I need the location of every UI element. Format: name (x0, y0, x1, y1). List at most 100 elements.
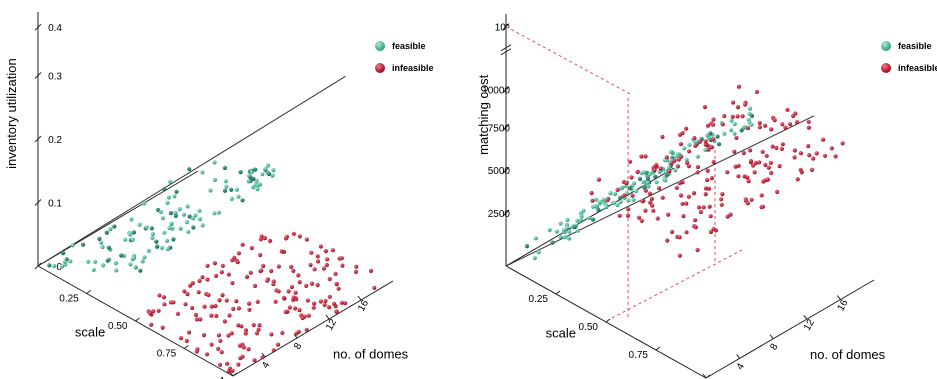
data-point-infeasible (691, 191, 697, 196)
data-point-infeasible (324, 262, 329, 268)
data-point-feasible (561, 228, 567, 233)
data-point-feasible (185, 204, 190, 209)
data-point-infeasible (625, 213, 631, 218)
data-point-infeasible (657, 186, 662, 191)
data-point-feasible (158, 209, 163, 215)
data-point-feasible (695, 154, 701, 159)
y-axis-line (705, 279, 875, 379)
data-point-infeasible (678, 142, 684, 147)
data-point-infeasible (225, 361, 230, 366)
data-point-infeasible (236, 251, 241, 256)
data-point-infeasible (297, 234, 302, 239)
data-point-infeasible (219, 350, 224, 355)
data-point-feasible (173, 213, 178, 218)
data-point-infeasible (318, 244, 323, 249)
data-point-infeasible (178, 336, 184, 341)
data-point-infeasible (305, 298, 310, 303)
legend-label-feasible: feasible (898, 41, 932, 51)
data-point-feasible (154, 239, 159, 244)
data-point-feasible (255, 183, 260, 188)
data-point-feasible (646, 184, 651, 189)
data-point-infeasible (216, 333, 221, 338)
data-point-infeasible (757, 125, 763, 130)
data-point-infeasible (229, 331, 234, 336)
x-tick (605, 318, 611, 323)
data-point-feasible (138, 268, 143, 273)
data-point-feasible (200, 170, 205, 175)
data-point-feasible (747, 106, 753, 111)
data-point-infeasible (214, 273, 219, 278)
data-point-feasible (587, 215, 592, 220)
data-point-infeasible (220, 263, 225, 268)
x-axis-label: scale (546, 326, 576, 341)
data-point-infeasible (322, 302, 327, 307)
data-point-feasible (91, 267, 96, 272)
data-point-feasible (255, 187, 260, 192)
data-point-feasible (101, 263, 106, 268)
data-point-feasible (236, 194, 241, 199)
data-point-infeasible (720, 122, 725, 127)
data-point-feasible (567, 229, 572, 234)
data-point-infeasible (269, 268, 274, 274)
data-point-infeasible (200, 275, 205, 280)
data-point-infeasible (749, 197, 754, 202)
data-point-infeasible (742, 174, 747, 179)
data-point-infeasible (251, 322, 256, 328)
legend-label-infeasible: infeasible (898, 63, 937, 73)
data-point-feasible (150, 235, 155, 240)
data-point-infeasible (343, 301, 348, 306)
data-point-infeasible (667, 169, 672, 174)
data-point-infeasible (321, 266, 326, 271)
data-point-infeasible (792, 148, 797, 153)
data-point-feasible (47, 263, 52, 268)
data-point-infeasible (647, 191, 653, 196)
data-point-infeasible (795, 177, 800, 182)
data-point-infeasible (693, 218, 698, 223)
data-point-infeasible (240, 242, 245, 247)
z-tick (34, 199, 42, 206)
data-point-infeasible (822, 153, 828, 158)
data-point-infeasible (725, 214, 730, 219)
data-point-infeasible (312, 267, 317, 272)
data-point-infeasible (783, 125, 788, 130)
data-point-infeasible (769, 170, 774, 175)
data-point-feasible (108, 227, 113, 232)
data-point-infeasible (763, 162, 768, 167)
data-point-infeasible (722, 113, 727, 119)
data-point-feasible (594, 197, 599, 202)
data-point-feasible (172, 194, 177, 199)
y-tick-label: 8 (292, 341, 305, 352)
data-point-feasible (238, 170, 243, 175)
data-point-infeasible (806, 119, 811, 124)
data-point-infeasible (711, 117, 716, 122)
data-point-feasible (165, 200, 170, 205)
data-point-feasible (229, 196, 234, 201)
data-point-infeasible (703, 139, 708, 144)
data-point-infeasible (741, 150, 746, 156)
data-point-feasible (168, 211, 173, 216)
data-point-infeasible (187, 330, 192, 335)
data-point-infeasible (243, 328, 249, 333)
data-point-feasible (177, 207, 182, 212)
data-point-infeasible (636, 215, 642, 220)
data-point-feasible (133, 265, 138, 270)
data-point-infeasible (719, 197, 724, 202)
legend-label-infeasible: infeasible (392, 63, 434, 73)
z-tick (502, 166, 510, 174)
data-point-infeasible (271, 348, 276, 353)
data-point-feasible (562, 235, 567, 240)
data-point-infeasible (246, 347, 251, 352)
data-point-infeasible (334, 281, 339, 287)
data-point-feasible (634, 189, 639, 194)
data-point-infeasible (330, 248, 335, 253)
data-point-infeasible (698, 209, 703, 215)
data-point-feasible (604, 205, 609, 210)
ridge-line (37, 75, 346, 267)
data-point-infeasible (735, 114, 740, 119)
data-point-infeasible (190, 281, 195, 286)
y-tick-label: 4 (735, 361, 748, 372)
data-point-feasible (186, 229, 191, 234)
data-point-infeasible (806, 143, 811, 149)
data-point-infeasible (635, 169, 640, 175)
guide-dashed-line (505, 26, 633, 96)
